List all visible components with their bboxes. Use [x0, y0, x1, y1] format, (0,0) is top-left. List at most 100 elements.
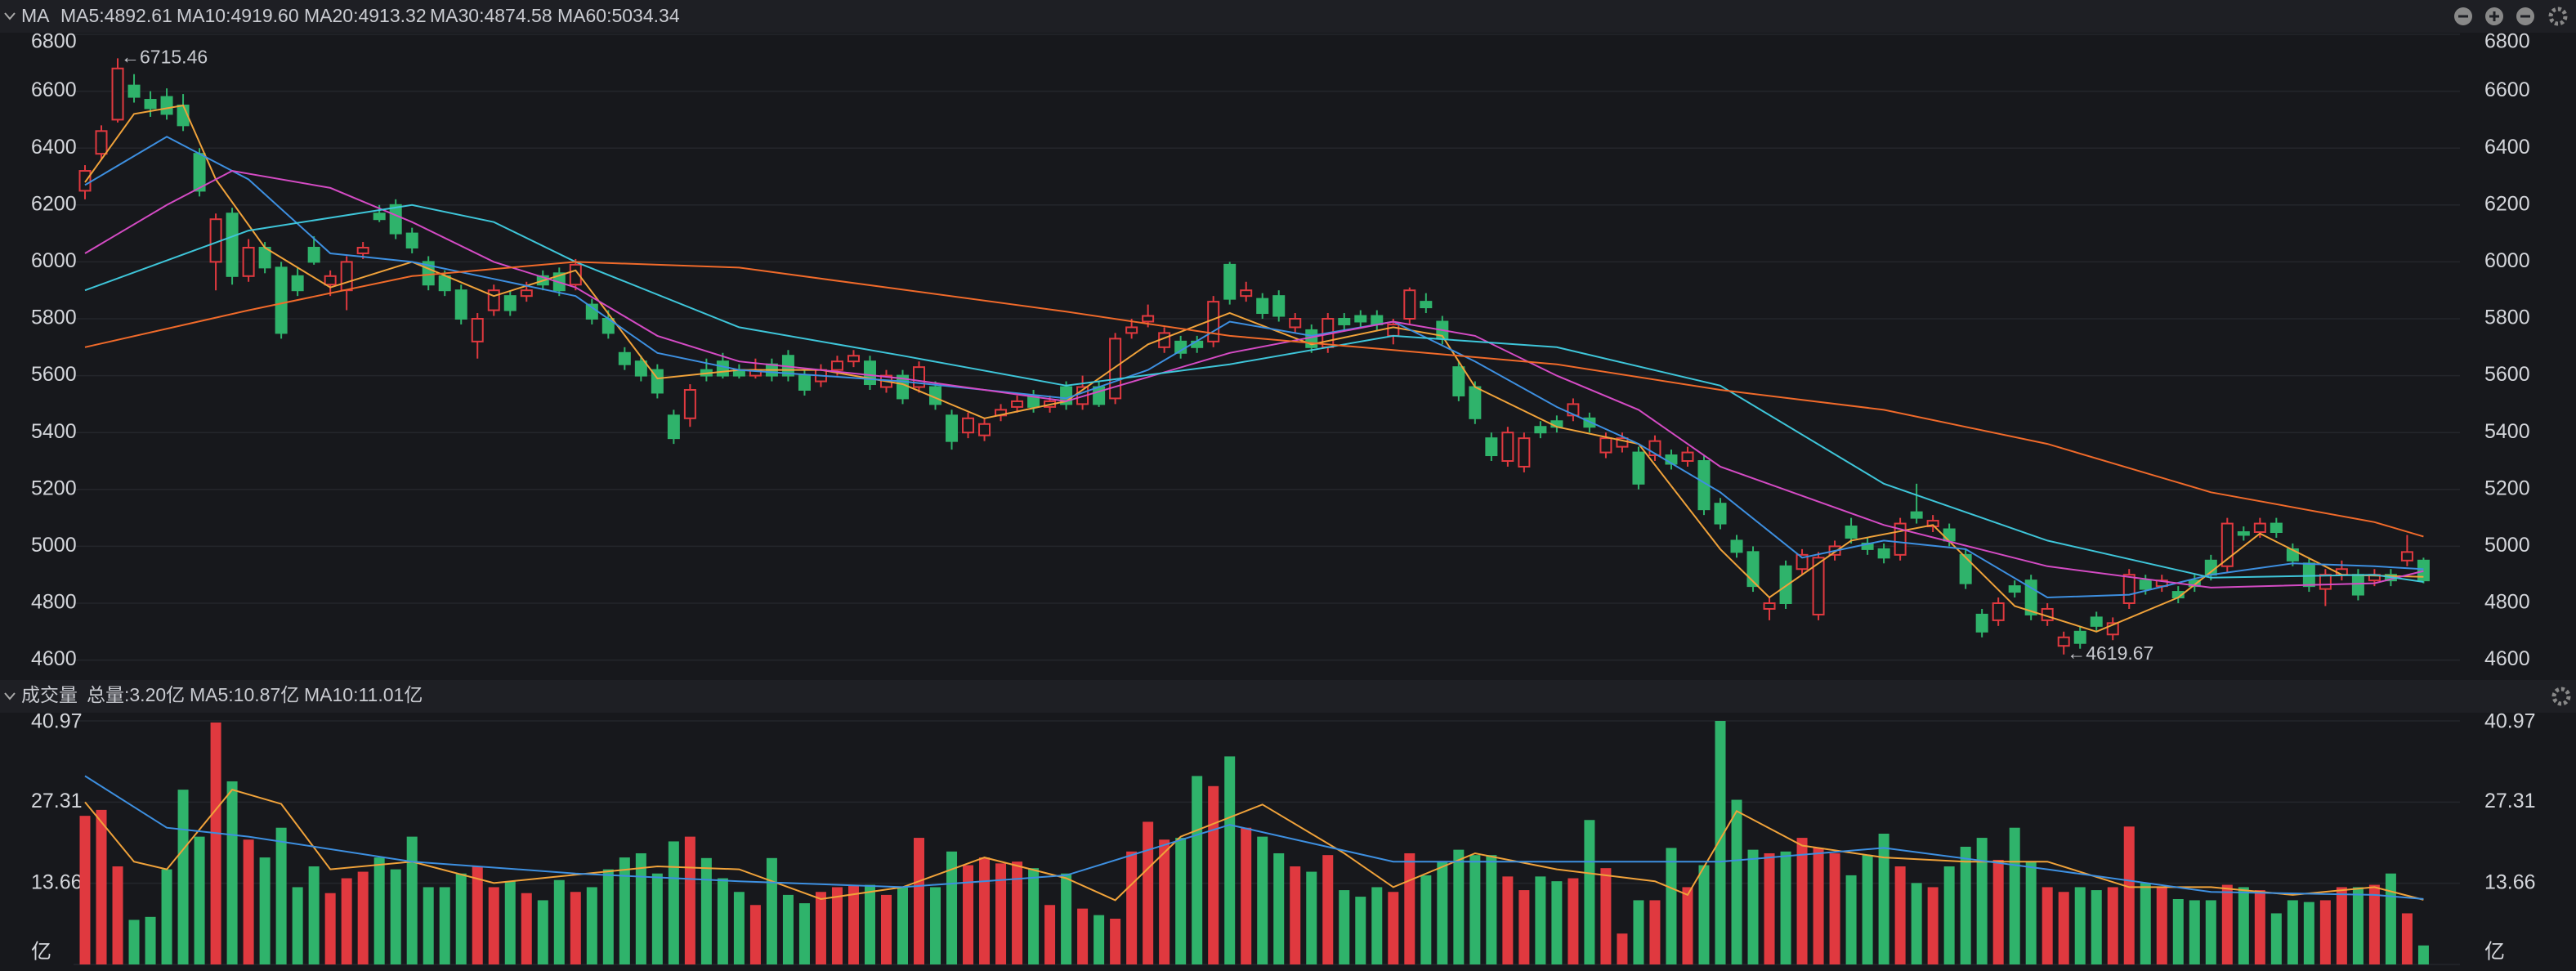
volume-bar — [995, 863, 1007, 964]
volume-bar — [455, 873, 467, 964]
candle-body — [798, 374, 811, 392]
volume-bar — [1943, 866, 1955, 964]
volume-bar — [1486, 855, 1497, 964]
volume-bar — [2385, 873, 2396, 964]
volume-bar — [1862, 855, 1873, 964]
volume-bar — [1518, 890, 1530, 964]
y-tick-label: 13.66 — [31, 870, 83, 893]
candle-body — [1452, 366, 1465, 396]
volume-bar — [815, 892, 826, 964]
volume-bar — [390, 869, 401, 964]
candle-body — [242, 247, 255, 277]
volume-bar — [1322, 855, 1334, 964]
y-tick-label: 5800 — [2484, 307, 2530, 329]
settings-button[interactable] — [2548, 7, 2568, 26]
candle-body — [1403, 289, 1416, 320]
volume-bar — [749, 905, 761, 964]
candle-body — [438, 275, 451, 292]
y-tick-label: 6200 — [31, 192, 77, 215]
volume-bar — [1028, 868, 1040, 964]
y-tick-label: 5200 — [2484, 477, 2530, 499]
volume-bar — [2221, 884, 2233, 964]
collapse-toggle[interactable] — [4, 692, 16, 700]
settings-button[interactable] — [2551, 687, 2571, 706]
volume-bar — [1012, 861, 1023, 964]
volume-bar — [1339, 890, 1350, 964]
candle-body — [2319, 574, 2332, 590]
volume-bar — [2254, 890, 2265, 964]
volume-bar — [2042, 887, 2053, 964]
volume-bar — [684, 836, 695, 964]
candle-body — [863, 360, 876, 386]
candle-body — [1501, 432, 1514, 463]
volume-bar — [488, 887, 499, 964]
volume-bar — [406, 836, 418, 964]
volume-bar — [1502, 876, 1514, 964]
volume-bar — [1061, 873, 1072, 964]
collapse-toggle[interactable] — [4, 12, 16, 20]
volume-bar — [2140, 883, 2151, 964]
volume-bar — [2009, 827, 2020, 964]
volume-ma-line — [84, 775, 2424, 900]
candle-body — [1796, 553, 1809, 571]
volume-bar — [1126, 851, 1138, 964]
volume-bar — [1894, 866, 1906, 964]
volume-bar — [2123, 826, 2135, 964]
candle-body — [2270, 522, 2283, 533]
y-tick-label: 6000 — [2484, 249, 2530, 272]
candle-body — [373, 213, 386, 221]
volume-bar — [1093, 915, 1105, 964]
price-extreme-label: ←6715.46 — [121, 46, 208, 67]
volume-bar — [1992, 859, 2004, 964]
candle-body — [2400, 551, 2413, 562]
candle-body — [1599, 437, 1612, 454]
candle-body — [1125, 326, 1138, 334]
legend-entry: MA5:4892.61 — [60, 5, 172, 26]
volume-bar — [472, 866, 483, 964]
y-tick-label: 5200 — [31, 477, 77, 499]
volume-bar — [112, 866, 123, 964]
volume-bar — [979, 857, 991, 964]
volume-bar — [2287, 900, 2298, 964]
candle-body — [1093, 386, 1106, 405]
candle-body — [275, 266, 288, 334]
candle-body — [1845, 526, 1858, 539]
volume-bar — [1192, 776, 1203, 964]
volume-bar — [897, 887, 908, 964]
ma-line — [84, 169, 2424, 588]
volume-bar — [864, 884, 875, 964]
volume-bar — [194, 836, 205, 964]
volume-bar — [504, 881, 516, 964]
volume-bar — [2205, 900, 2216, 964]
y-tick-label: 6800 — [2484, 30, 2530, 53]
volume-bar — [1731, 799, 1742, 964]
y-tick-label: 27.31 — [2484, 790, 2536, 812]
volume-bar — [586, 887, 597, 964]
candle-body — [1109, 338, 1122, 400]
volume-bar — [651, 873, 663, 964]
y-tick-label: 6200 — [2484, 192, 2530, 215]
candle-body — [226, 213, 239, 277]
candle-body — [356, 247, 369, 254]
y-tick-label: 40.97 — [2484, 710, 2536, 733]
volume-bar — [308, 866, 320, 964]
volume-bar — [700, 857, 712, 964]
candle-body — [1142, 315, 1155, 323]
candle-body — [978, 423, 991, 436]
y-tick-label: 4800 — [2484, 591, 2530, 614]
y-tick-label: 5400 — [31, 420, 77, 443]
candle-body — [1910, 511, 1923, 519]
candle-body — [569, 263, 582, 286]
candle-body — [2090, 616, 2103, 627]
volume-bar — [1306, 871, 1317, 964]
volume-bar — [2074, 887, 2086, 964]
y-tick-label: 亿 — [31, 941, 51, 964]
volume-bar — [259, 857, 271, 964]
candle-body — [1338, 318, 1351, 325]
y-tick-label: 5600 — [2484, 363, 2530, 386]
volume-bar — [1420, 875, 1432, 964]
volume-bar — [1273, 852, 1285, 964]
candle-body — [1469, 386, 1482, 419]
volume-bar — [1077, 908, 1089, 964]
